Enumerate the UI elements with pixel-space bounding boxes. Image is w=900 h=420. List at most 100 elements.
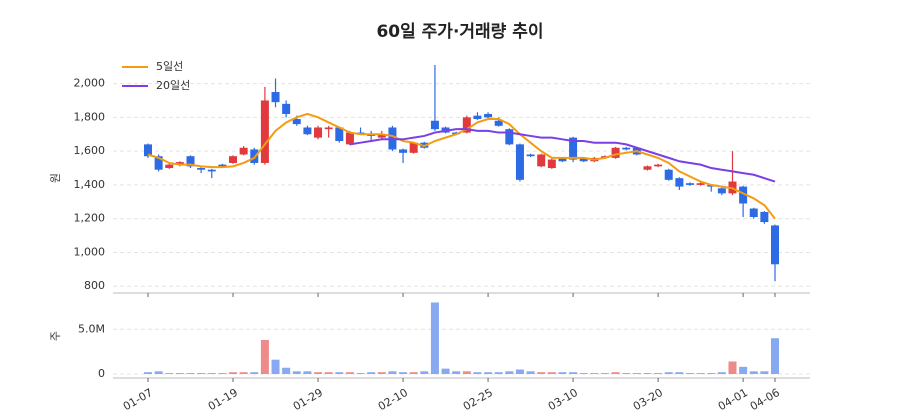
volume-bar — [547, 372, 556, 374]
candle-body — [144, 144, 152, 157]
candle-body — [303, 127, 312, 135]
candle-body — [547, 159, 556, 169]
candle-body — [569, 137, 578, 160]
candle-body — [377, 134, 386, 138]
x-tick-label: 02-10 — [376, 386, 410, 413]
legend-label: 5일선 — [156, 59, 183, 73]
volume-bar — [558, 372, 567, 374]
candle-body — [664, 169, 673, 180]
volume-bar — [611, 372, 620, 374]
volume-bar — [526, 371, 535, 374]
volume-bar — [664, 372, 673, 374]
candle-body — [654, 164, 663, 167]
ma-line — [349, 128, 776, 183]
x-tick-label: 01-07 — [121, 386, 155, 413]
y-tick-label: 0 — [98, 367, 105, 380]
y-tick-label: 1,600 — [74, 144, 106, 157]
candle-body — [314, 127, 323, 138]
volume-bar — [260, 340, 269, 374]
candle-body — [622, 147, 631, 150]
candle-body — [282, 103, 291, 114]
volume-bar — [335, 372, 344, 374]
volume-bar — [696, 373, 705, 374]
candle-body — [260, 100, 269, 163]
volume-bar — [643, 373, 652, 374]
candle-body — [186, 156, 195, 167]
candle-body — [717, 188, 726, 194]
volume-bar — [707, 373, 716, 374]
x-tick-label: 01-19 — [206, 386, 240, 413]
candle-body — [324, 127, 333, 130]
candle-body — [494, 120, 503, 126]
candle-body — [749, 208, 758, 217]
y-tick-label: 5.0M — [78, 322, 105, 335]
candle-body — [399, 149, 408, 153]
candle-body — [685, 183, 694, 185]
volume-bar — [420, 371, 429, 374]
volume-bar — [600, 373, 609, 374]
volume-bar — [430, 302, 439, 374]
candle-body — [165, 164, 174, 169]
candle-body — [579, 157, 588, 162]
volume-bar — [218, 373, 227, 374]
chart-title: 60일 주가·거래량 추이 — [376, 22, 543, 42]
volume-bar — [473, 372, 482, 374]
volume-bar — [441, 368, 450, 374]
y-tick-label: 2,000 — [74, 77, 106, 90]
volume-bar — [537, 372, 546, 374]
volume-bar — [345, 372, 354, 374]
x-tick-label: 03-10 — [546, 386, 580, 413]
candle-body — [537, 154, 546, 167]
volume-bar — [229, 372, 238, 374]
volume-bar — [154, 371, 163, 374]
y-axis-label: 주 — [49, 331, 62, 341]
candle-body — [643, 166, 652, 170]
y-tick-label: 800 — [84, 279, 105, 292]
candle-body — [558, 157, 567, 162]
volume-bar — [367, 372, 376, 374]
volume-bar — [749, 371, 758, 374]
volume-bar — [452, 371, 461, 374]
volume-bar — [484, 372, 493, 374]
candle-body — [611, 147, 620, 158]
volume-bar — [271, 359, 280, 374]
x-tick-label: 01-29 — [291, 386, 325, 413]
x-tick-label: 03-20 — [631, 386, 665, 413]
volume-bar — [515, 369, 524, 374]
candle-body — [739, 186, 748, 204]
volume-bar — [250, 372, 259, 374]
volume-bar — [377, 372, 386, 374]
candle-body — [760, 211, 769, 223]
volume-bar — [324, 372, 333, 374]
candle-body — [271, 92, 280, 103]
volume-bar — [685, 373, 694, 374]
candle-body — [239, 147, 248, 155]
candle-body — [409, 142, 418, 153]
volume-bar — [197, 373, 206, 374]
volume-bar — [409, 372, 418, 374]
volume-bar — [239, 372, 248, 374]
volume-bar — [760, 371, 769, 374]
volume-bar — [590, 373, 599, 374]
volume-bar — [494, 372, 503, 374]
volume-bar — [771, 338, 779, 374]
candle-body — [515, 144, 524, 180]
x-tick-label: 04-06 — [748, 386, 782, 413]
volume-bar — [175, 373, 184, 374]
candle-body — [526, 154, 535, 157]
volume-bar — [207, 373, 216, 374]
candle-body — [484, 113, 493, 118]
candle-body — [430, 120, 439, 130]
volume-bar — [388, 371, 397, 374]
y-tick-label: 1,000 — [74, 245, 106, 258]
ma-line — [147, 112, 776, 220]
y-tick-label: 1,200 — [74, 212, 106, 225]
candle-body — [218, 164, 227, 167]
x-tick-label: 04-01 — [716, 386, 750, 413]
y-tick-label: 1,800 — [74, 110, 106, 123]
candle-body — [335, 127, 344, 141]
volume-bar — [292, 371, 301, 374]
x-tick-label: 02-25 — [461, 386, 495, 413]
volume-bar — [717, 372, 726, 374]
